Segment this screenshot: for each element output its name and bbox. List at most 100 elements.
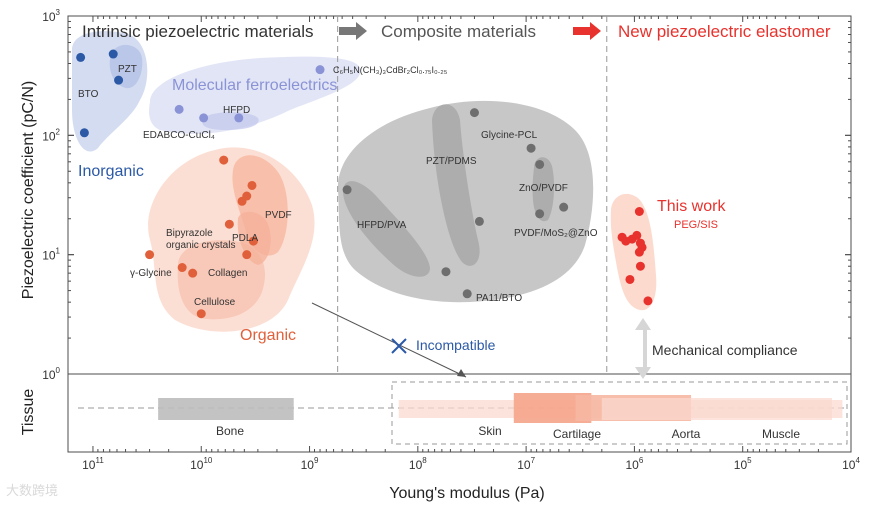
- x-axis-title: Young's modulus (Pa): [389, 485, 544, 502]
- region-this-work: [610, 193, 657, 311]
- point-composite: [342, 185, 352, 195]
- point-this-work: [632, 230, 642, 240]
- point-inorganic: [108, 49, 118, 59]
- subregion-hfpd-pva: [342, 181, 430, 277]
- tissue-axis-title: Tissue: [20, 389, 37, 436]
- point-organic: [242, 250, 252, 260]
- subregion-collagen: [177, 240, 266, 320]
- x-tick-label: 107: [517, 456, 535, 472]
- label-pdla: PDLA: [232, 233, 258, 244]
- y-tick-label: 101: [42, 247, 60, 263]
- label-pa11-bto: PA11/BTO: [476, 293, 522, 304]
- point-organic: [188, 268, 198, 278]
- point-composite: [474, 216, 484, 226]
- point-molecular-ferroelectrics: [174, 104, 184, 114]
- point-this-work: [635, 261, 645, 271]
- heading-intrinsic: Intrinsic piezoelectric materials: [82, 22, 313, 41]
- label-hfpd-pva: HFPD/PVA: [357, 220, 407, 231]
- point-organic: [237, 196, 247, 206]
- label-mechanical-compliance: Mechanical compliance: [652, 342, 798, 358]
- label-cdbr-compound: C₆H₅N(CH₃)₃CdBr₂Cl₀.₇₅I₀.₂₅: [333, 65, 448, 75]
- point-organic: [196, 309, 206, 319]
- label-collagen: Collagen: [208, 268, 247, 279]
- x-tick-label: 109: [301, 456, 319, 472]
- x-tick-label: 105: [734, 456, 752, 472]
- x-tick-label: 108: [409, 456, 427, 472]
- point-organic: [224, 219, 234, 229]
- point-composite: [526, 143, 536, 153]
- label-cellulose: Cellulose: [194, 297, 236, 308]
- heading-new-elastomer: New piezoelectric elastomer: [618, 22, 831, 41]
- data-points: [76, 49, 653, 319]
- label-hfpd: HFPD: [223, 105, 250, 116]
- point-organic: [247, 180, 257, 190]
- watermark: 大数跨境: [6, 484, 59, 499]
- x-tick-label: 1010: [190, 456, 213, 472]
- incompatible-arrowhead-icon: [457, 369, 466, 377]
- tissue-soft-box: [391, 381, 848, 445]
- tissue-label-muscle: Muscle: [762, 427, 800, 441]
- tissue-label-cartilage: Cartilage: [553, 427, 601, 441]
- point-inorganic: [79, 128, 89, 138]
- label-bto: BTO: [78, 89, 99, 100]
- point-organic: [177, 263, 187, 273]
- label-organic: Organic: [240, 327, 296, 344]
- label-edabco: EDABCO-CuCl₄: [143, 130, 215, 141]
- arrow-red-icon: [573, 22, 601, 40]
- y-tick-label: 103: [42, 8, 60, 24]
- incompatible-arrow: [311, 302, 467, 378]
- subregion-hfpd: [202, 112, 259, 130]
- point-composite: [535, 209, 545, 219]
- tissue-band-bone: [158, 398, 294, 420]
- group-regions: [71, 31, 657, 332]
- tissue-panel: Bone Skin Cartilage Aorta Muscle: [78, 381, 848, 445]
- point-this-work: [625, 274, 635, 284]
- y-tick-label: 102: [42, 127, 60, 143]
- label-pvdf: PVDF: [265, 210, 292, 221]
- tissue-label-bone: Bone: [216, 424, 244, 438]
- label-incompatible: Incompatible: [416, 337, 496, 353]
- heading-composite: Composite materials: [381, 22, 536, 41]
- y-axis-title: Piezoelectric coefficient (pC/N): [20, 81, 37, 299]
- point-organic: [248, 236, 258, 246]
- point-molecular-ferroelectrics: [234, 113, 244, 123]
- point-this-work: [634, 247, 644, 257]
- point-composite: [535, 159, 545, 169]
- point-inorganic: [76, 52, 86, 62]
- label-pzt: PZT: [118, 64, 137, 75]
- label-molecular-ferroelectrics: Molecular ferroelectrics: [172, 77, 337, 94]
- point-molecular-ferroelectrics: [315, 65, 325, 75]
- x-tick-label: 1011: [82, 456, 104, 472]
- tissue-band-muscle: [601, 398, 832, 420]
- point-composite: [441, 267, 451, 277]
- label-inorganic: Inorganic: [78, 163, 144, 180]
- label-pvdf-mos2-zno: PVDF/MoS₂@ZnO: [514, 228, 598, 239]
- subregion-pzt-pdms: [432, 104, 480, 266]
- label-zno-pvdf: ZnO/PVDF: [519, 183, 568, 194]
- point-inorganic: [114, 75, 124, 85]
- label-pzt-pdms: PZT/PDMS: [426, 156, 477, 167]
- plot-frame: [67, 15, 852, 453]
- label-peg-sis: PEG/SIS: [674, 219, 718, 231]
- point-this-work: [634, 207, 644, 217]
- y-tick-label: 100: [42, 366, 60, 382]
- x-tick-label: 106: [626, 456, 644, 472]
- point-composite: [469, 108, 479, 118]
- label-bipyrazole: Bipyrazole: [166, 228, 213, 239]
- point-molecular-ferroelectrics: [199, 113, 209, 123]
- label-glycine-pcl: Glycine-PCL: [481, 130, 538, 141]
- subregion-zno-pvdf: [532, 157, 555, 222]
- point-composite: [559, 202, 569, 212]
- x-tick-label: 104: [842, 456, 860, 472]
- compliance-double-arrow-icon: [635, 318, 651, 379]
- point-this-work: [643, 296, 653, 306]
- point-composite: [462, 289, 472, 299]
- label-this-work: This work: [657, 198, 726, 215]
- point-organic: [145, 250, 155, 260]
- label-gamma-glycine: γ-Glycine: [130, 268, 172, 279]
- label-organic-crystals: organic crystals: [166, 240, 235, 251]
- cross-icon: [391, 338, 407, 354]
- tissue-label-skin: Skin: [478, 424, 501, 438]
- axes: 100 101 102 103 1011 1010 109 108 107 106 105 104: [42, 8, 860, 472]
